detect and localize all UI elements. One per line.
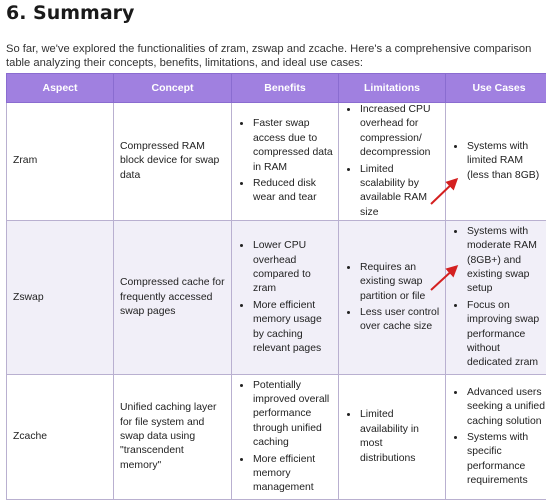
cell-use-cases: Systems with limited RAM (less than 8GB): [445, 101, 546, 222]
comparison-table: Aspect Concept Benefits Limitations Use …: [6, 73, 546, 500]
list-item: Faster swap access due to compressed dat…: [252, 117, 333, 175]
cell-aspect: Zram: [6, 101, 114, 222]
section-heading: 6. Summary: [6, 2, 135, 24]
cell-limitations: Increased CPU overhead for compression/ …: [338, 101, 446, 222]
cell-concept: Compressed RAM block device for swap dat…: [113, 101, 232, 222]
header-benefits: Benefits: [231, 73, 339, 103]
cell-concept: Compressed cache for frequently accessed…: [113, 220, 232, 376]
cell-benefits: Faster swap access due to compressed dat…: [231, 101, 339, 222]
list-item: Limited availability in most distributio…: [359, 408, 440, 466]
header-aspect: Aspect: [6, 73, 114, 103]
list-item: Limited scalability by available RAM siz…: [359, 163, 440, 221]
table-row-zcache: Zcache Unified caching layer for file sy…: [6, 374, 546, 500]
list-item: More efficient memory management: [252, 453, 333, 496]
list-item: More efficient memory usage by caching r…: [252, 299, 333, 357]
cell-limitations: Limited availability in most distributio…: [338, 374, 446, 500]
list-item: Increased CPU overhead for compression/ …: [359, 103, 440, 161]
list-item: Systems with specific performance requir…: [466, 431, 546, 489]
table-row-zram: Zram Compressed RAM block device for swa…: [6, 101, 546, 222]
header-limitations: Limitations: [338, 73, 446, 103]
header-use-cases: Use Cases: [445, 73, 546, 103]
list-item: Requires an existing swap partition or f…: [359, 261, 440, 304]
cell-benefits: Lower CPU overhead compared to zram More…: [231, 220, 339, 376]
list-item: Lower CPU overhead compared to zram: [252, 239, 333, 297]
table-row-zswap: Zswap Compressed cache for frequently ac…: [6, 220, 546, 376]
cell-concept: Unified caching layer for file system an…: [113, 374, 232, 500]
intro-paragraph: So far, we've explored the functionaliti…: [6, 43, 532, 69]
list-item: Potentially improved overall performance…: [252, 379, 333, 451]
cell-use-cases: Advanced users seeking a unified caching…: [445, 374, 546, 500]
cell-limitations: Requires an existing swap partition or f…: [338, 220, 446, 376]
cell-aspect: Zcache: [6, 374, 114, 500]
list-item: Focus on improving swap performance with…: [466, 299, 546, 371]
header-concept: Concept: [113, 73, 232, 103]
list-item: Advanced users seeking a unified caching…: [466, 386, 546, 429]
cell-aspect: Zswap: [6, 220, 114, 376]
list-item: Less user control over cache size: [359, 306, 440, 335]
table-header-row: Aspect Concept Benefits Limitations Use …: [6, 73, 546, 103]
list-item: Systems with moderate RAM (8GB+) and exi…: [466, 225, 546, 297]
list-item: Systems with limited RAM (less than 8GB): [466, 140, 546, 183]
list-item: Reduced disk wear and tear: [252, 177, 333, 206]
cell-benefits: Potentially improved overall performance…: [231, 374, 339, 500]
cell-use-cases: Systems with moderate RAM (8GB+) and exi…: [445, 220, 546, 376]
